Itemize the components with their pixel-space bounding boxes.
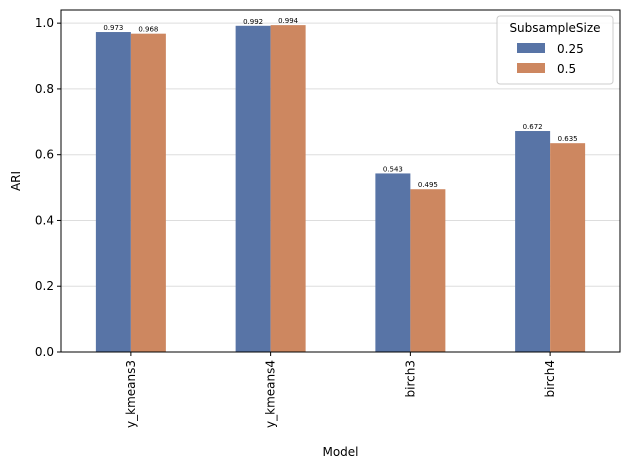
x-axis-label: Model <box>322 445 358 459</box>
data-label: 0.635 <box>558 135 578 143</box>
x-tick-label: birch4 <box>543 360 557 397</box>
bar <box>270 25 306 352</box>
legend-label: 0.25 <box>557 42 584 56</box>
y-tick-label: 0.2 <box>35 279 54 293</box>
bar <box>95 32 131 353</box>
legend-swatch <box>517 63 545 73</box>
data-label: 0.973 <box>103 24 123 32</box>
data-label: 0.968 <box>138 26 158 34</box>
data-label: 0.495 <box>418 181 438 189</box>
bar <box>515 131 551 352</box>
bar <box>550 143 586 352</box>
data-label: 0.672 <box>523 123 543 131</box>
y-axis-ticks: 0.0 0.2 0.4 0.6 0.8 1.0 <box>35 16 61 359</box>
legend-items: 0.25 0.5 <box>517 42 584 76</box>
x-tick-label: y_kmeans3 <box>124 360 138 428</box>
bar <box>375 173 411 352</box>
data-label: 0.543 <box>383 165 403 173</box>
legend-swatch <box>517 43 545 53</box>
y-tick-label: 0.4 <box>35 213 54 227</box>
y-tick-label: 1.0 <box>35 16 54 30</box>
y-tick-label: 0.6 <box>35 148 54 162</box>
x-tick-label: birch3 <box>403 360 417 397</box>
legend-label: 0.5 <box>557 62 576 76</box>
x-axis-ticks: y_kmeans3 y_kmeans4 birch3 birch4 <box>124 352 557 428</box>
bar <box>130 33 166 353</box>
bar <box>235 25 271 353</box>
plot-frame <box>60 9 621 353</box>
bar <box>410 189 446 352</box>
legend: SubsampleSize 0.25 0.5 <box>496 15 614 85</box>
data-labels: 0.973 0.968 0.992 0.994 0.543 0.495 0.672 0.635 <box>103 17 577 189</box>
bars <box>95 25 586 353</box>
y-axis-label: ARI <box>9 171 23 191</box>
y-tick-label: 0.8 <box>35 82 54 96</box>
data-label: 0.992 <box>243 18 263 26</box>
y-tick-label: 0.0 <box>35 345 54 359</box>
legend-title: SubsampleSize <box>509 21 600 35</box>
data-label: 0.994 <box>278 17 299 25</box>
x-tick-label: y_kmeans4 <box>264 360 278 428</box>
